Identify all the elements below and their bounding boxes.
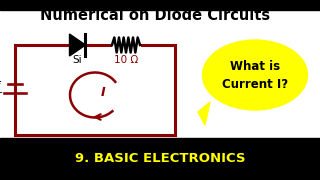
Text: 12V: 12V	[0, 83, 1, 93]
Text: Numerical on Diode Circuits: Numerical on Diode Circuits	[40, 8, 270, 24]
Text: I: I	[101, 86, 105, 98]
Text: What is
Current I?: What is Current I?	[222, 60, 288, 91]
Polygon shape	[198, 102, 210, 125]
Text: −: −	[0, 76, 3, 87]
Text: Si: Si	[73, 55, 82, 65]
Bar	[0, 0, 320, 10]
Polygon shape	[69, 34, 85, 56]
Ellipse shape	[203, 40, 308, 110]
Text: +: +	[0, 89, 3, 98]
Bar	[0, 138, 320, 180]
Text: 9. BASIC ELECTRONICS: 9. BASIC ELECTRONICS	[75, 152, 245, 165]
Bar	[0, 177, 320, 180]
Text: 10 Ω: 10 Ω	[114, 55, 138, 65]
